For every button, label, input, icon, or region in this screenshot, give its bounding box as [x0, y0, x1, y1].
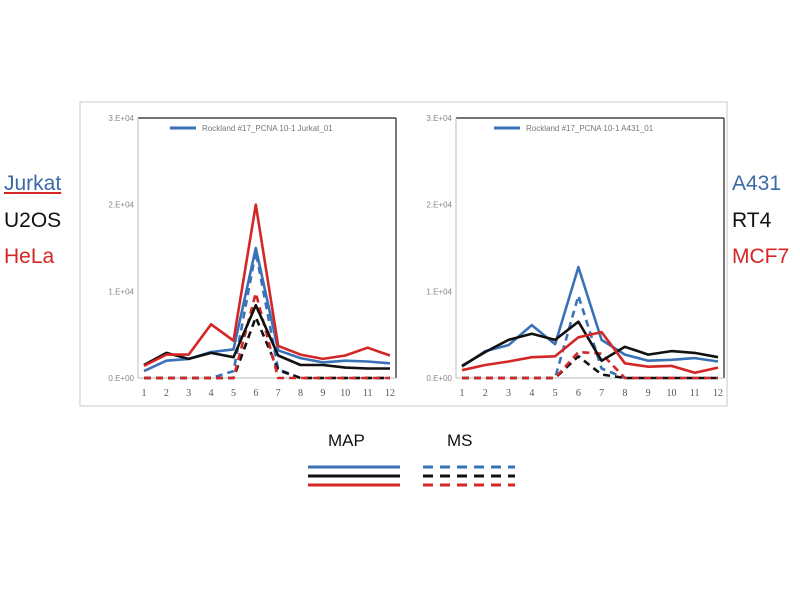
x-tick-label: 2	[483, 388, 488, 399]
x-tick-label: 8	[298, 388, 303, 399]
x-tick-label: 7	[276, 388, 281, 399]
legend-text: Rockland #17_PCNA 10-1 A431_01	[526, 124, 654, 133]
y-tick-label: 0.E+00	[108, 374, 134, 383]
label-a431: A431	[732, 172, 782, 195]
series-line-rt4-solid	[461, 320, 719, 368]
series-line-hela-dashed	[144, 291, 390, 380]
x-tick-label: 4	[529, 388, 534, 399]
key-map-label: MAP	[328, 431, 365, 450]
x-tick-label: 4	[209, 388, 214, 399]
key-legend: MAP MS	[308, 431, 515, 487]
key-lines	[308, 465, 515, 487]
series-line-mcf7-solid	[461, 330, 719, 375]
series-line-a431-dashed	[462, 294, 718, 380]
x-tick-label: 12	[713, 388, 723, 399]
key-ms-label: MS	[447, 431, 473, 450]
x-tick-label: 1	[142, 388, 147, 399]
series-line-mcf7-dashed	[462, 350, 718, 380]
x-tick-label: 8	[622, 388, 627, 399]
x-tick-label: 2	[164, 388, 169, 399]
x-tick-label: 3	[506, 388, 511, 399]
x-tick-label: 3	[186, 388, 191, 399]
chart-a431-panel: 0.E+001.E+042.E+043.E+041 2 3 4 5 6 7 8 9 10 11 12R…	[426, 114, 725, 399]
series-line-hela-solid	[143, 203, 391, 368]
y-tick-label: 0.E+00	[426, 374, 452, 383]
series-line-a431-solid	[461, 265, 719, 368]
label-jurkat: Jurkat	[4, 172, 62, 195]
x-tick-label: 6	[253, 388, 258, 399]
x-tick-label: 9	[320, 388, 325, 399]
figure-frame	[79, 101, 728, 407]
x-tick-label: 6	[576, 388, 581, 399]
x-tick-label: 1	[460, 388, 465, 399]
label-u2os: U2OS	[4, 209, 62, 232]
x-tick-label: 9	[646, 388, 651, 399]
y-tick-label: 3.E+04	[426, 114, 452, 123]
x-tick-label: 11	[363, 388, 373, 399]
label-rt4: RT4	[732, 209, 772, 232]
x-tick-label: 5	[231, 388, 236, 399]
x-tick-label: 7	[599, 388, 604, 399]
y-tick-label: 2.E+04	[426, 201, 452, 210]
x-tick-label: 11	[690, 388, 700, 399]
label-mcf7: MCF7	[732, 245, 790, 268]
y-tick-label: 2.E+04	[108, 201, 134, 210]
x-tick-label: 10	[666, 388, 676, 399]
x-tick-label: 5	[553, 388, 558, 399]
y-tick-label: 1.E+04	[426, 287, 452, 296]
x-tick-label: 10	[340, 388, 350, 399]
label-hela: HeLa	[4, 245, 55, 268]
series-line-u2os-solid	[143, 303, 390, 370]
legend-text: Rockland #17_PCNA 10-1 Jurkat_01	[202, 124, 333, 133]
chart-jurkat-panel: 0.E+001.E+042.E+043.E+041 2 3 4 5 6 7 8 9 10 11 12R…	[108, 114, 397, 399]
x-tick-label: 12	[385, 388, 395, 399]
y-tick-label: 1.E+04	[108, 287, 134, 296]
y-tick-label: 3.E+04	[108, 114, 134, 123]
